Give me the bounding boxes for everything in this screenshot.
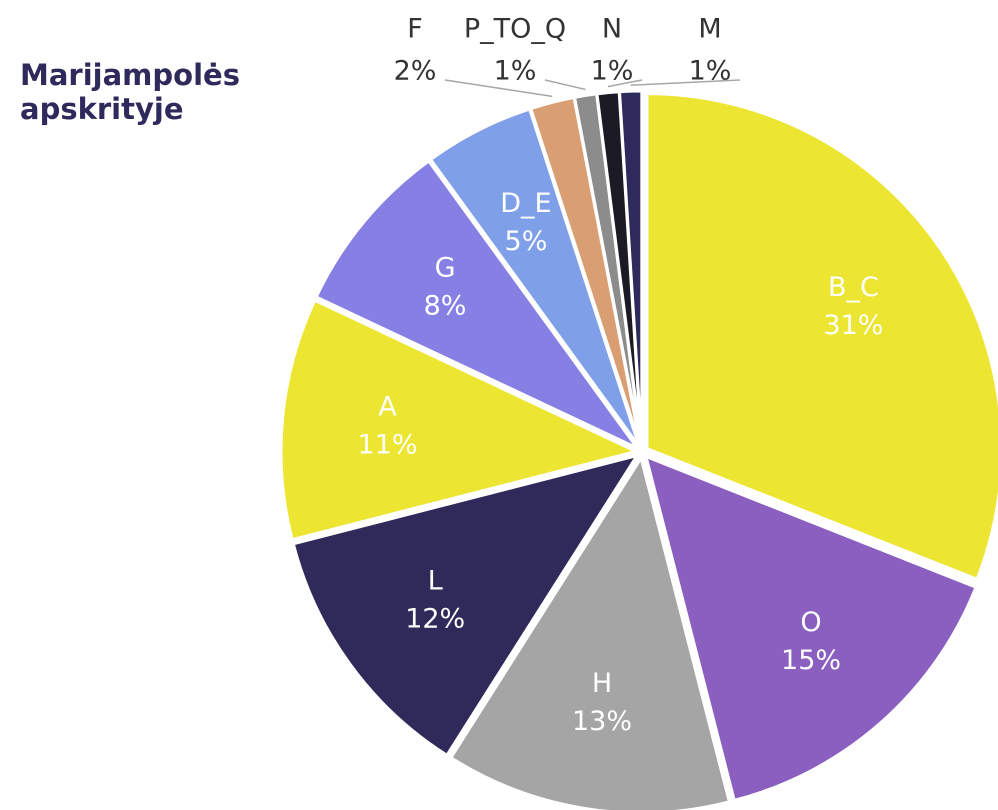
slice-category-label: M bbox=[698, 14, 721, 45]
slice-category-label: D_E bbox=[500, 188, 551, 219]
slice-category-label: F bbox=[407, 14, 423, 45]
slice-value-label: 12% bbox=[405, 604, 465, 635]
pie-slice bbox=[617, 89, 644, 447]
slice-value-label: 8% bbox=[424, 291, 467, 322]
slice-category-label: B_C bbox=[828, 272, 879, 303]
slice-value-label: 31% bbox=[823, 310, 883, 341]
pie-slice bbox=[448, 454, 732, 810]
pie-slice bbox=[643, 454, 978, 803]
slice-category-label: H bbox=[592, 668, 612, 699]
slice-value-label: 13% bbox=[572, 706, 632, 737]
slice-value-label: 15% bbox=[781, 645, 841, 676]
pie-slice bbox=[645, 92, 998, 582]
slice-value-label: 1% bbox=[494, 56, 537, 87]
slice-category-label: A bbox=[378, 391, 397, 422]
slice-category-label: P_TO_Q bbox=[464, 14, 566, 45]
slice-value-label: 11% bbox=[358, 429, 418, 460]
slice-category-label: L bbox=[428, 566, 443, 597]
leader-line bbox=[444, 79, 553, 98]
slice-category-label: N bbox=[602, 14, 622, 45]
leader-line bbox=[607, 79, 643, 88]
chart-title: Marijampolės apskrityje bbox=[20, 58, 240, 126]
pie-slice bbox=[314, 158, 639, 450]
slice-category-label: O bbox=[800, 607, 821, 638]
slice-value-label: 2% bbox=[394, 56, 437, 87]
leader-line bbox=[630, 79, 741, 86]
pie-slice bbox=[291, 453, 641, 758]
pie-slice bbox=[279, 298, 641, 542]
slice-value-label: 1% bbox=[689, 56, 732, 87]
slice-value-label: 5% bbox=[505, 226, 548, 257]
slice-category-label: G bbox=[435, 253, 456, 284]
leader-line bbox=[544, 79, 586, 91]
slice-value-label: 1% bbox=[591, 56, 634, 87]
